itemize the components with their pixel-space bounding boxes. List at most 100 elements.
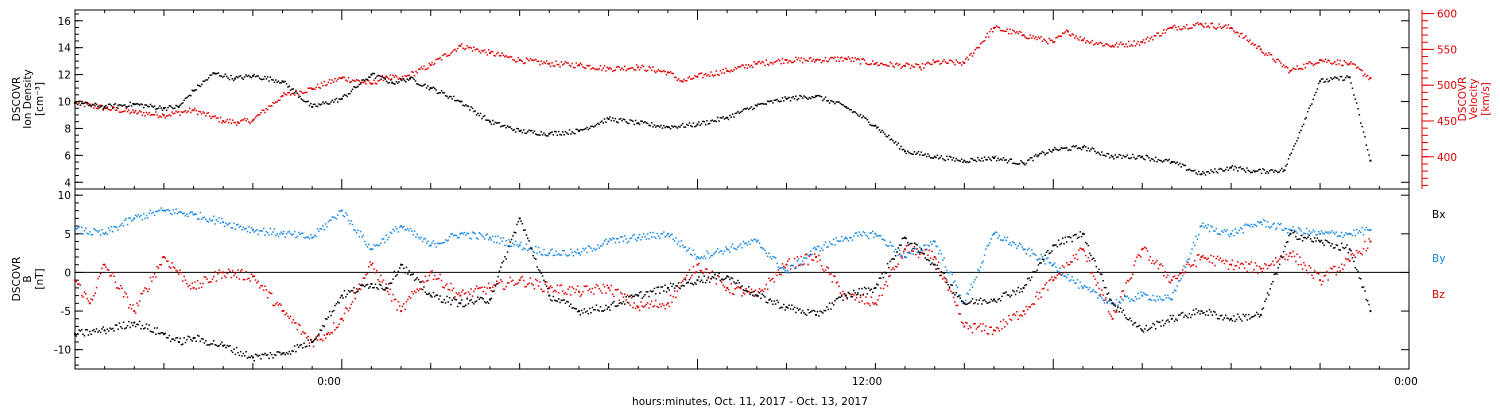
series-dot [106, 233, 109, 235]
series-dot [1355, 249, 1358, 252]
series-dot [611, 237, 614, 239]
series-dot [118, 104, 121, 106]
series-dot [1212, 255, 1215, 258]
series-dot [152, 106, 154, 108]
series-dot [1177, 280, 1180, 282]
series-dot [653, 236, 656, 238]
series-dot [148, 212, 150, 214]
series-dot [998, 330, 1001, 332]
series-dot [644, 294, 646, 296]
series-dot [471, 231, 474, 233]
series-dot [1368, 78, 1370, 81]
series-dot [819, 250, 821, 252]
series-dot [665, 291, 668, 293]
series-dot [171, 338, 173, 340]
series-dot [1262, 267, 1265, 270]
series-dot [143, 328, 145, 330]
series-dot [1144, 246, 1146, 248]
series-dot [1276, 227, 1278, 229]
series-dot [741, 247, 743, 249]
series-dot [1103, 299, 1106, 302]
series-dot [624, 65, 626, 68]
series-dot [1350, 61, 1352, 63]
series-dot [691, 78, 693, 80]
series-dot [312, 88, 315, 90]
series-dot [842, 60, 844, 62]
series-dot [896, 144, 898, 146]
series-dot [834, 244, 836, 246]
series-dot [497, 275, 499, 278]
series-dot [137, 103, 140, 105]
series-dot [1061, 147, 1064, 150]
series-dot [1164, 32, 1166, 34]
series-dot [847, 240, 850, 242]
series-dot [334, 329, 336, 331]
series-dot [985, 36, 987, 38]
series-dot [1216, 317, 1219, 320]
series-dot [576, 128, 579, 131]
series-dot [1243, 224, 1246, 227]
series-dot [970, 283, 972, 286]
series-dot [86, 232, 88, 235]
series-dot [205, 79, 207, 81]
series-dot [533, 251, 536, 254]
data-point [1369, 310, 1372, 313]
series-dot [1076, 147, 1079, 150]
series-dot [1006, 162, 1009, 164]
series-dot [791, 264, 793, 266]
series-dot [973, 302, 975, 305]
series-dot [76, 103, 79, 105]
series-dot [245, 351, 247, 353]
series-dot [417, 83, 419, 86]
series-dot [824, 96, 827, 98]
series-dot [1366, 74, 1369, 77]
series-dot [867, 63, 870, 66]
series-dot [447, 239, 449, 241]
series-dot [297, 94, 300, 96]
series-dot [319, 338, 321, 341]
series-dot [303, 332, 305, 334]
series-dot [1226, 229, 1228, 231]
series-dot [1219, 315, 1222, 317]
series-dot [675, 285, 677, 287]
series-dot [834, 300, 836, 302]
series-dot [1323, 275, 1325, 277]
series-dot [892, 65, 894, 67]
series-dot [818, 59, 820, 61]
series-dot [1296, 65, 1298, 67]
series-dot [655, 71, 657, 74]
series-dot [171, 213, 173, 216]
series-dot [721, 250, 723, 252]
series-dot [1307, 110, 1309, 113]
series-dot [632, 234, 634, 237]
series-dot [211, 343, 214, 345]
series-dot [583, 308, 586, 310]
series-dot [776, 60, 778, 62]
series-dot [188, 107, 191, 110]
series-dot [1204, 174, 1207, 176]
series-dot [603, 240, 606, 242]
series-dot [768, 252, 770, 254]
series-dot [843, 238, 846, 240]
series-dot [865, 234, 867, 236]
series-dot [797, 264, 800, 267]
series-dot [547, 63, 549, 65]
series-dot [1119, 154, 1122, 157]
series-dot [1295, 260, 1297, 263]
data-point [489, 286, 491, 289]
series-dot [419, 68, 421, 70]
series-dot [504, 256, 506, 258]
series-dot [535, 258, 537, 260]
series-dot [741, 110, 743, 112]
series-dot [641, 120, 643, 123]
series-dot [145, 104, 148, 106]
series-dot [229, 270, 231, 272]
series-dot [210, 281, 212, 283]
series-dot [206, 278, 208, 280]
series-dot [1242, 232, 1244, 234]
series-dot [1191, 27, 1193, 29]
series-dot [1313, 94, 1316, 96]
series-dot [1328, 231, 1331, 233]
series-dot [369, 261, 371, 263]
series-dot [1152, 322, 1154, 325]
